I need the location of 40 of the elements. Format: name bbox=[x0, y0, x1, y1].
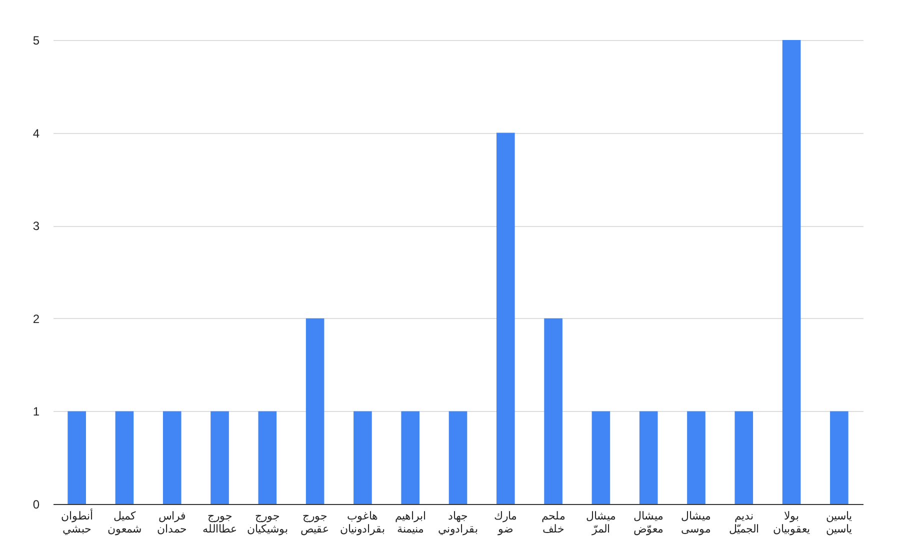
x-tick-label: ابراهيم منيمنة bbox=[394, 510, 426, 536]
y-tick-label: 5 bbox=[32, 34, 40, 48]
bar bbox=[68, 411, 86, 504]
x-tick-label: جورج بوشيكيان bbox=[246, 510, 288, 536]
bar bbox=[782, 40, 801, 504]
x-tick-label: جورج عطاالله bbox=[202, 510, 238, 536]
x-tick-label: بولا يعقوبيان bbox=[773, 510, 810, 536]
x-tick-label: كميل شمعون bbox=[107, 510, 142, 536]
x-tick-label: ميشال المرّ bbox=[586, 510, 616, 536]
bar bbox=[734, 411, 754, 504]
x-tick-label: مارك ضو bbox=[494, 510, 518, 536]
x-tick-label: فراس حمدان bbox=[157, 510, 188, 536]
bar bbox=[401, 411, 420, 504]
x-tick-label: ياسين ياسين bbox=[826, 510, 852, 536]
x-tick-label: جهاد بقرادوني bbox=[438, 510, 478, 536]
y-tick-label: 4 bbox=[32, 126, 40, 140]
bar bbox=[162, 411, 182, 504]
y-tick-label: 2 bbox=[32, 312, 40, 326]
bar bbox=[687, 411, 706, 504]
x-tick-label: جورج عقيص bbox=[300, 510, 330, 536]
bar bbox=[830, 411, 848, 504]
bar bbox=[448, 411, 468, 504]
bar bbox=[496, 132, 515, 504]
bar bbox=[544, 318, 562, 504]
bar bbox=[639, 411, 658, 504]
bar bbox=[306, 318, 324, 504]
bar bbox=[210, 411, 229, 504]
y-tick-label: 1 bbox=[32, 404, 40, 419]
bar bbox=[592, 411, 610, 504]
x-tick-label: أنطوان حبشي bbox=[60, 508, 93, 536]
bar bbox=[115, 411, 134, 504]
y-tick-label: 0 bbox=[32, 498, 40, 512]
x-tick-label: هاغوب بقرادونيان bbox=[340, 510, 386, 536]
y-tick-label: 3 bbox=[32, 219, 40, 234]
bar bbox=[354, 411, 372, 504]
x-tick-label: ملحم خلف bbox=[541, 510, 566, 536]
bar bbox=[258, 411, 277, 504]
x-tick-label: نديم الجميّل bbox=[728, 510, 759, 536]
x-tick-label: ميشال موسى bbox=[681, 510, 712, 536]
x-tick-label: ميشال معوّض bbox=[634, 510, 664, 536]
